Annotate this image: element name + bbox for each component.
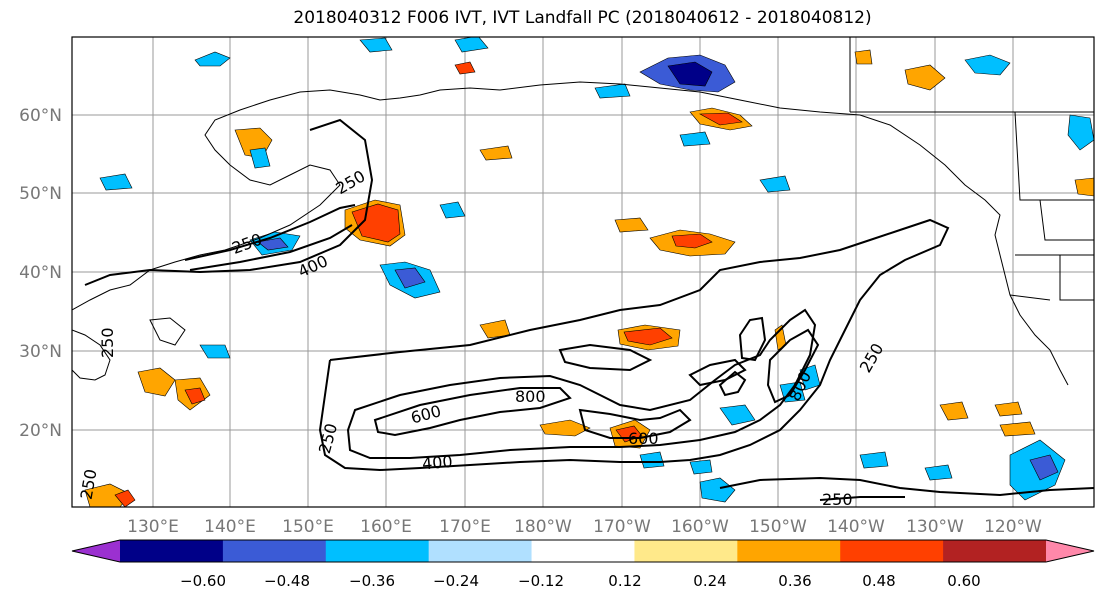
- lon-label: 160°E: [360, 517, 412, 537]
- colorbar: −0.60 −0.48 −0.36 −0.24 −0.12 0.12 0.24 …: [71, 539, 1095, 590]
- colorbar-tick-label: −0.48: [264, 572, 310, 590]
- lon-label: 170°E: [439, 517, 491, 537]
- lat-label-50n: 50°N: [19, 184, 62, 204]
- colorbar-cell: [428, 540, 533, 562]
- lon-label: 130°W: [906, 517, 964, 537]
- colorbar-tick-labels: −0.60 −0.48 −0.36 −0.24 −0.12 0.12 0.24 …: [180, 572, 981, 590]
- lon-label: 170°W: [593, 517, 651, 537]
- colorbar-tick-label: −0.60: [180, 572, 226, 590]
- lon-label: 150°W: [749, 517, 807, 537]
- lon-label: 160°W: [671, 517, 729, 537]
- colorbar-cell: [120, 540, 224, 562]
- colorbar-cell: [943, 540, 1047, 562]
- contour-label: 800: [515, 387, 546, 406]
- colorbar-cell: [737, 540, 841, 562]
- colorbar-tick-label: 0.60: [947, 572, 980, 590]
- lon-label: 130°E: [127, 517, 179, 537]
- colorbar-cell: [840, 540, 944, 562]
- lon-label: 140°E: [204, 517, 256, 537]
- colorbar-cell: [531, 540, 635, 562]
- colorbar-tick-label: −0.12: [518, 572, 564, 590]
- colorbar-cells: [71, 539, 1095, 563]
- lon-label: 180°W: [514, 517, 572, 537]
- lat-label-30n: 30°N: [19, 342, 62, 362]
- lat-label-20n: 20°N: [19, 421, 62, 441]
- coastlines: [72, 37, 1094, 386]
- map-title: 2018040312 F006 IVT, IVT Landfall PC (20…: [293, 8, 872, 28]
- map-frame: [71, 36, 1095, 508]
- lon-label: 140°W: [827, 517, 885, 537]
- colorbar-tick-label: 0.24: [693, 572, 726, 590]
- colorbar-outline: [71, 539, 1095, 563]
- latitude-labels: 60°N 50°N 40°N 30°N 20°N: [19, 106, 62, 441]
- graticule: [72, 37, 1094, 507]
- longitude-labels: 130°E 140°E 150°E 160°E 170°E 180°W 170°…: [127, 517, 1042, 537]
- ivt-contours: [84, 118, 1094, 501]
- colorbar-tick-label: 0.12: [608, 572, 641, 590]
- colorbar-cell: [634, 540, 738, 562]
- contour-label: 400: [421, 452, 453, 474]
- colorbar-tick-label: −0.24: [433, 572, 479, 590]
- colorbar-tick-label: 0.36: [778, 572, 811, 590]
- colorbar-tick-label: −0.36: [349, 572, 395, 590]
- contour-label: 600: [628, 429, 659, 448]
- colorbar-tick-label: 0.48: [862, 572, 895, 590]
- lon-label: 150°E: [282, 517, 334, 537]
- contour-label: 250: [98, 327, 117, 358]
- colorbar-cell: [1046, 540, 1094, 562]
- lon-label: 120°W: [984, 517, 1042, 537]
- colorbar-cell: [72, 540, 120, 562]
- shaded-anomaly-patches: [84, 37, 1094, 507]
- lat-label-40n: 40°N: [19, 263, 62, 283]
- colorbar-cell: [222, 540, 327, 562]
- contour-label: 250: [822, 490, 853, 509]
- colorbar-cell: [325, 540, 430, 562]
- lat-label-60n: 60°N: [19, 106, 62, 126]
